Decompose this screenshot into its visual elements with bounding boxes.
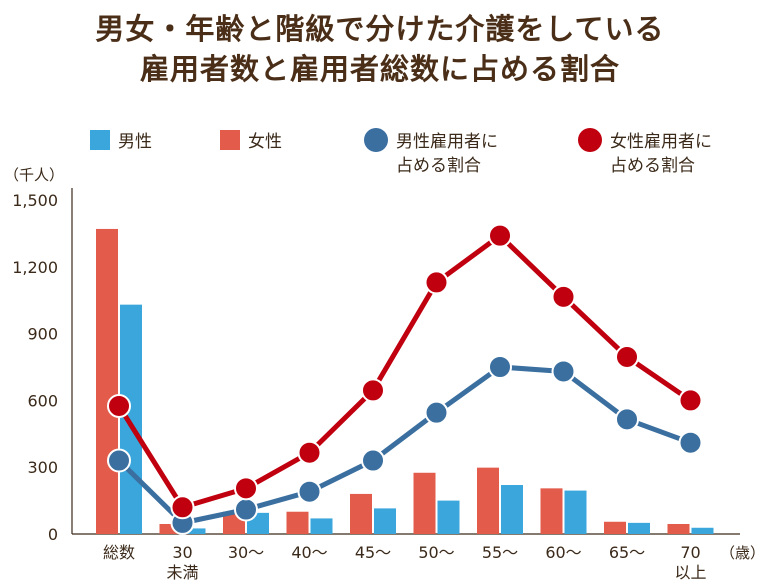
x-tick-label: 50～ — [418, 543, 454, 562]
lines — [107, 223, 703, 535]
x-tick-label: 70 以上 — [674, 543, 706, 582]
legend-label-male: 男性 — [118, 132, 152, 152]
point-female-ratio — [615, 344, 639, 369]
legend-marker-female-ratio — [578, 128, 602, 152]
point-female-ratio — [424, 270, 449, 295]
bar-male — [628, 522, 650, 534]
bar-male — [374, 508, 396, 534]
x-tick-label: 30～ — [228, 543, 264, 562]
bar-male — [183, 528, 206, 534]
axes: 0 300 600 900 1,200 1,500 （千人） 総数 30 未満 30～ 40～ 45～ 5… — [4, 166, 760, 582]
y-tick-label: 1,200 — [12, 258, 58, 277]
legend: 男性 女性 男性雇用者に占める割合 女性雇用者に占める割合 — [90, 128, 712, 176]
chart-title-line1: 男女・年齢と階級で分けた介護をしている — [95, 12, 665, 46]
x-tick-label: 55～ — [482, 543, 518, 562]
x-tick-label: 30 未満 — [166, 543, 198, 582]
legend-label-female-ratio: 女性雇用者に占める割合 — [610, 132, 712, 176]
chart-title-line2: 雇用者数と雇用者総数に占める割合 — [139, 52, 620, 86]
y-tick-label: 300 — [27, 458, 58, 477]
legend-marker-male-ratio — [364, 128, 388, 152]
point-male-ratio — [234, 497, 258, 522]
bar-male — [437, 500, 460, 534]
y-unit-label: （千人） — [4, 166, 64, 184]
bar-female — [667, 523, 690, 534]
legend-label-female: 女性 — [248, 132, 282, 152]
y-tick-label: 600 — [27, 391, 58, 410]
point-male-ratio — [615, 407, 639, 432]
point-male-ratio — [488, 355, 512, 379]
bars — [96, 228, 714, 535]
point-female-ratio — [361, 378, 385, 403]
bar-male — [691, 527, 714, 534]
bar-female — [413, 472, 436, 534]
y-tick-label: 900 — [27, 325, 58, 344]
x-tick-label: 総数 — [103, 543, 135, 562]
bar-female — [350, 493, 372, 534]
legend-swatch-female — [220, 130, 240, 150]
point-female-ratio — [551, 284, 576, 309]
point-female-ratio — [170, 495, 195, 520]
bar-female — [540, 488, 563, 534]
bar-female — [477, 467, 499, 534]
bar-male — [310, 518, 333, 534]
bar-female — [159, 523, 182, 534]
x-tick-label: 45～ — [355, 543, 391, 562]
line-male-ratio — [117, 364, 692, 526]
y-tick-label: 0 — [48, 525, 58, 544]
point-male-ratio — [107, 448, 131, 473]
bar-female — [286, 511, 309, 534]
line-female-ratio — [116, 233, 692, 510]
x-tick-label: 65～ — [609, 543, 645, 562]
bar-male — [501, 485, 523, 534]
x-tick-label: 60～ — [545, 543, 581, 562]
point-male-ratio — [297, 479, 322, 504]
x-unit-label: （歳） — [720, 544, 760, 562]
point-female-ratio — [488, 223, 512, 248]
point-female-ratio — [678, 388, 703, 413]
point-female-ratio — [234, 476, 258, 501]
bar-female — [604, 521, 626, 534]
legend-swatch-male — [90, 130, 110, 150]
point-male-ratio — [551, 359, 576, 384]
x-tick-label: 40～ — [291, 543, 327, 562]
legend-label-male-ratio: 男性雇用者に占める割合 — [396, 132, 498, 176]
bar-male — [564, 490, 587, 534]
point-female-ratio — [297, 440, 322, 465]
y-tick-label: 1,500 — [12, 191, 58, 210]
point-male-ratio — [424, 400, 449, 425]
bar-male — [120, 304, 142, 534]
bar-female — [96, 228, 118, 535]
point-female-ratio — [107, 393, 131, 418]
point-male-ratio — [361, 448, 385, 473]
point-male-ratio — [678, 430, 703, 455]
